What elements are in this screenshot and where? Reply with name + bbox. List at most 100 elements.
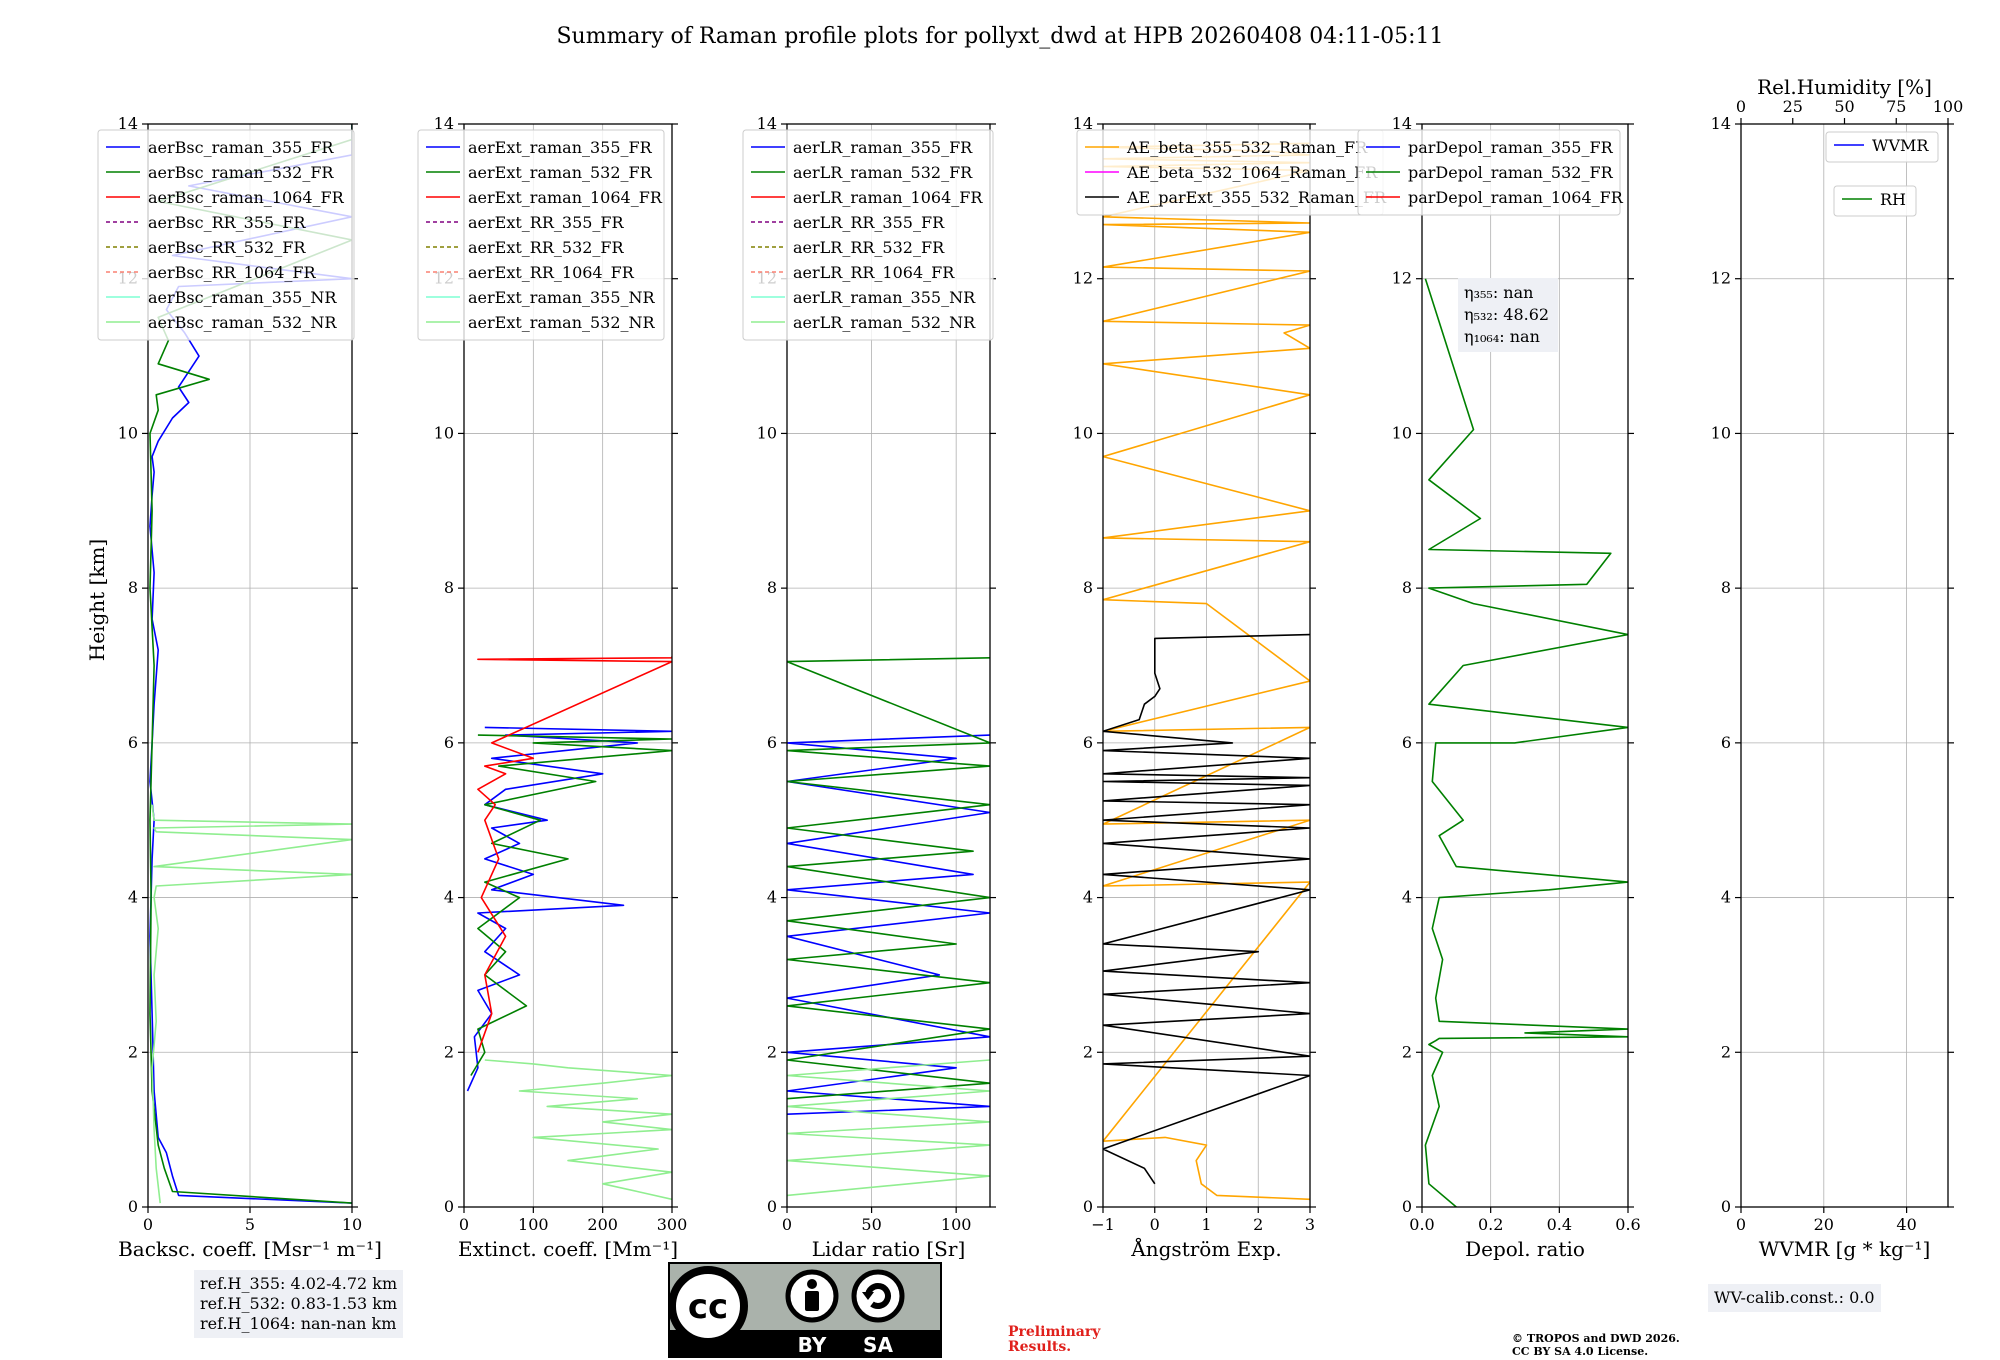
bsc-legend-box [97, 129, 355, 341]
ae-series-AE_parExt_355_532_Raman_FR [1103, 633, 1310, 1185]
ext-legend-label-1: aerExt_raman_532_FR [468, 163, 653, 182]
lr-axes-frame [786, 123, 991, 1208]
ae-xtick-label-4: 3 [1305, 1215, 1315, 1234]
ae-ytick-label-4: 8 [1083, 578, 1093, 597]
bsc-legend-label-0: aerBsc_raman_355_FR [148, 138, 334, 157]
depol-ytick-label-1: 2 [1402, 1042, 1412, 1061]
bsc-x-axis-label: Backsc. coeff. [Msr⁻¹ m⁻¹] [118, 1237, 382, 1261]
wv-top-axis-label: Rel.Humidity [%] [1757, 75, 1932, 99]
depol-xtick-label-2: 0.4 [1547, 1215, 1572, 1234]
lr-series-aerLR_raman_355_FR [787, 734, 990, 1115]
lr-ytick-label-5: 10 [757, 423, 777, 442]
lr-legend-label-4: aerLR_RR_532_FR [793, 238, 945, 257]
ext-legend-label-6: aerExt_raman_355_NR [468, 288, 656, 307]
bsc-series-aerBsc_raman_532_NR [151, 804, 352, 1204]
bsc-xtick-label-0: 0 [143, 1215, 153, 1234]
depol-legend-label-1: parDepol_raman_532_FR [1408, 163, 1614, 182]
copyright-note: © TROPOS and DWD 2026. CC BY SA 4.0 Lice… [1512, 1332, 1680, 1358]
wv-ytick-label-0: 0 [1721, 1197, 1731, 1216]
ext-ytick-label-7: 14 [434, 114, 454, 133]
lr-legend-label-1: aerLR_raman_532_FR [793, 163, 973, 182]
ext-series-aerExt_raman_1064_FR [477, 656, 672, 1053]
bsc-xtick-label-2: 10 [342, 1215, 362, 1234]
bsc-legend-label-7: aerBsc_raman_532_NR [148, 313, 337, 332]
ae-ytick-label-3: 6 [1083, 733, 1093, 752]
wv-legend-box-0 [1825, 131, 1939, 163]
lr-legend-box [742, 129, 994, 341]
wv-ytick-label-6: 12 [1711, 269, 1731, 288]
ae-xtick-label-2: 1 [1201, 1215, 1211, 1234]
lr-ytick-label-4: 8 [767, 578, 777, 597]
wv-legend-label-1: RH [1880, 190, 1906, 209]
lr-ytick-label-0: 0 [767, 1197, 777, 1216]
ext-ytick-label-4: 8 [444, 578, 454, 597]
wv-ytick-label-1: 2 [1721, 1042, 1731, 1061]
ext-legend-box [417, 129, 665, 341]
wv-top-tick-label-2: 50 [1834, 97, 1854, 116]
lr-legend-label-2: aerLR_raman_1064_FR [793, 188, 983, 207]
sa-share-alike-icon [851, 1269, 905, 1323]
ae-xtick-label-1: 0 [1150, 1215, 1160, 1234]
bsc-ytick-label-4: 8 [128, 578, 138, 597]
bsc-legend-label-5: aerBsc_RR_1064_FR [148, 263, 317, 282]
ext-ytick-label-1: 2 [444, 1042, 454, 1061]
depol-ytick-label-3: 6 [1402, 733, 1412, 752]
cc-by-sa-license-logo: cc BY SA [668, 1262, 942, 1358]
panel-wv: 0 2 4 6 8 10 12 14 0 20 40 WVMR [g * kg⁻¹] 0 25 50 75 10… [1711, 75, 1964, 1261]
ae-ytick-label-6: 12 [1073, 269, 1093, 288]
wv-ytick-label-7: 14 [1711, 114, 1731, 133]
depol-eta-box [1458, 278, 1558, 352]
wv-ytick-label-3: 6 [1721, 733, 1731, 752]
wv-xtick-label-1: 20 [1814, 1215, 1834, 1234]
depol-legend-label-0: parDepol_raman_355_FR [1408, 138, 1614, 157]
depol-ytick-label-4: 8 [1402, 578, 1412, 597]
depol-eta-3: η₁₀₆₄: nan [1464, 327, 1540, 346]
bsc-ytick-label-0: 0 [128, 1197, 138, 1216]
lr-ytick-label-7: 14 [757, 114, 777, 133]
depol-xtick-label-1: 0.2 [1478, 1215, 1503, 1234]
ext-xtick-label-3: 300 [657, 1215, 688, 1234]
wv-ytick-label-5: 10 [1711, 423, 1731, 442]
wv-ytick-label-2: 4 [1721, 888, 1731, 907]
ae-legend-label-0: AE_beta_355_532_Raman_FR [1126, 138, 1368, 157]
bsc-ytick-label-2: 4 [128, 888, 138, 907]
depol-ytick-label-2: 4 [1402, 888, 1412, 907]
copyright-line2: CC BY SA 4.0 License. [1512, 1345, 1649, 1358]
ae-ytick-label-1: 2 [1083, 1042, 1093, 1061]
ext-legend-label-4: aerExt_RR_532_FR [468, 238, 625, 257]
copyright-line1: © TROPOS and DWD 2026. [1512, 1332, 1680, 1345]
ext-series-group [466, 656, 672, 1201]
depol-x-axis-label: Depol. ratio [1465, 1237, 1585, 1261]
license-sa-text: SA [863, 1333, 893, 1357]
ref-height-1064: ref.H_1064: nan-nan km [200, 1314, 397, 1333]
ae-ytick-label-7: 14 [1073, 114, 1093, 133]
ext-axes-frame [463, 123, 673, 1208]
wv-xtick-label-0: 0 [1736, 1215, 1746, 1234]
wv-calibration-text: WV-calib.const.: 0.0 [1714, 1288, 1875, 1307]
wv-top-tick-label-4: 100 [1933, 97, 1964, 116]
lr-legend-label-3: aerLR_RR_355_FR [793, 213, 945, 232]
lr-ytick-label-2: 4 [767, 888, 777, 907]
ext-series-aerExt_raman_355_FR [466, 726, 672, 1092]
lr-series-group [787, 657, 990, 1197]
y-axis-label: Height [km] [85, 539, 109, 661]
ae-xtick-label-3: 2 [1253, 1215, 1263, 1234]
preliminary-line2: Results. [1008, 1339, 1072, 1355]
ext-legend-label-2: aerExt_raman_1064_FR [468, 188, 663, 207]
depol-series-parDepol_raman_532_FR [1424, 278, 1628, 1207]
ref-height-532: ref.H_532: 0.83-1.53 km [200, 1294, 398, 1313]
cc-logo-text: cc [688, 1287, 728, 1327]
ref-height-355: ref.H_355: 4.02-4.72 km [200, 1274, 398, 1293]
preliminary-line1: Preliminary [1008, 1324, 1101, 1340]
ext-series-aerExt_raman_532_NR [484, 1059, 672, 1201]
ext-x-axis-label: Extinct. coeff. [Mm⁻¹] [458, 1237, 678, 1261]
by-attribution-icon [785, 1269, 839, 1323]
bsc-ytick-label-1: 2 [128, 1042, 138, 1061]
depol-axes-frame [1421, 123, 1629, 1208]
ae-ytick-label-5: 10 [1073, 423, 1093, 442]
ext-ytick-label-5: 10 [434, 423, 454, 442]
ae-legend-label-1: AE_beta_532_1064_Raman_FR [1126, 163, 1378, 182]
ext-legend-label-7: aerExt_raman_532_NR [468, 313, 656, 332]
depol-ytick-label-5: 10 [1392, 423, 1412, 442]
ext-xtick-label-1: 100 [518, 1215, 549, 1234]
